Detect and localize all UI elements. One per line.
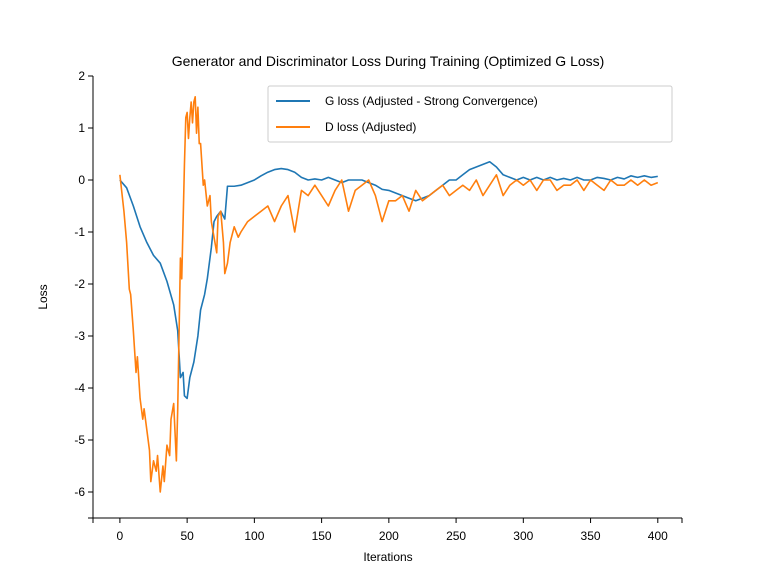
x-tick-label: 350 — [581, 529, 601, 543]
legend-label-g-loss: G loss (Adjusted - Strong Convergence) — [325, 94, 538, 108]
x-axis-label: Iterations — [363, 550, 412, 564]
series-line-g-loss — [119, 161, 658, 400]
series-layer — [119, 96, 659, 493]
y-tick-label: -6 — [74, 485, 85, 499]
y-tick-label: -5 — [74, 433, 85, 447]
x-tick-label: 400 — [648, 529, 668, 543]
legend-label-d-loss: D loss (Adjusted) — [325, 120, 416, 134]
x-tick-label: 200 — [379, 529, 399, 543]
y-tick-label: -2 — [74, 277, 85, 291]
x-tick-label: 150 — [312, 529, 332, 543]
y-tick-label: -4 — [74, 381, 85, 395]
x-tick-label: 100 — [244, 529, 264, 543]
y-tick-label: 0 — [78, 173, 85, 187]
x-tick-label: 0 — [117, 529, 124, 543]
x-tick-label: 300 — [513, 529, 533, 543]
y-axis-label: Loss — [36, 284, 50, 309]
y-tick-label: -1 — [74, 225, 85, 239]
y-tick-label: 2 — [78, 69, 85, 83]
legend-box — [267, 85, 673, 143]
y-tick-label: 1 — [78, 121, 85, 135]
y-tick-label: -3 — [74, 329, 85, 343]
legend: G loss (Adjusted - Strong Convergence) D… — [267, 85, 673, 143]
series-line-d-loss — [119, 96, 659, 493]
x-tick-label: 250 — [446, 529, 466, 543]
x-tick-label: 50 — [180, 529, 194, 543]
x-axis-ticks: 0 50 100 150 200 250 300 350 400 — [92, 518, 683, 543]
chart-title: Generator and Discriminator Loss During … — [172, 53, 605, 69]
y-axis-ticks: 2 1 0 -1 -2 -3 -4 -5 -6 — [74, 69, 93, 519]
